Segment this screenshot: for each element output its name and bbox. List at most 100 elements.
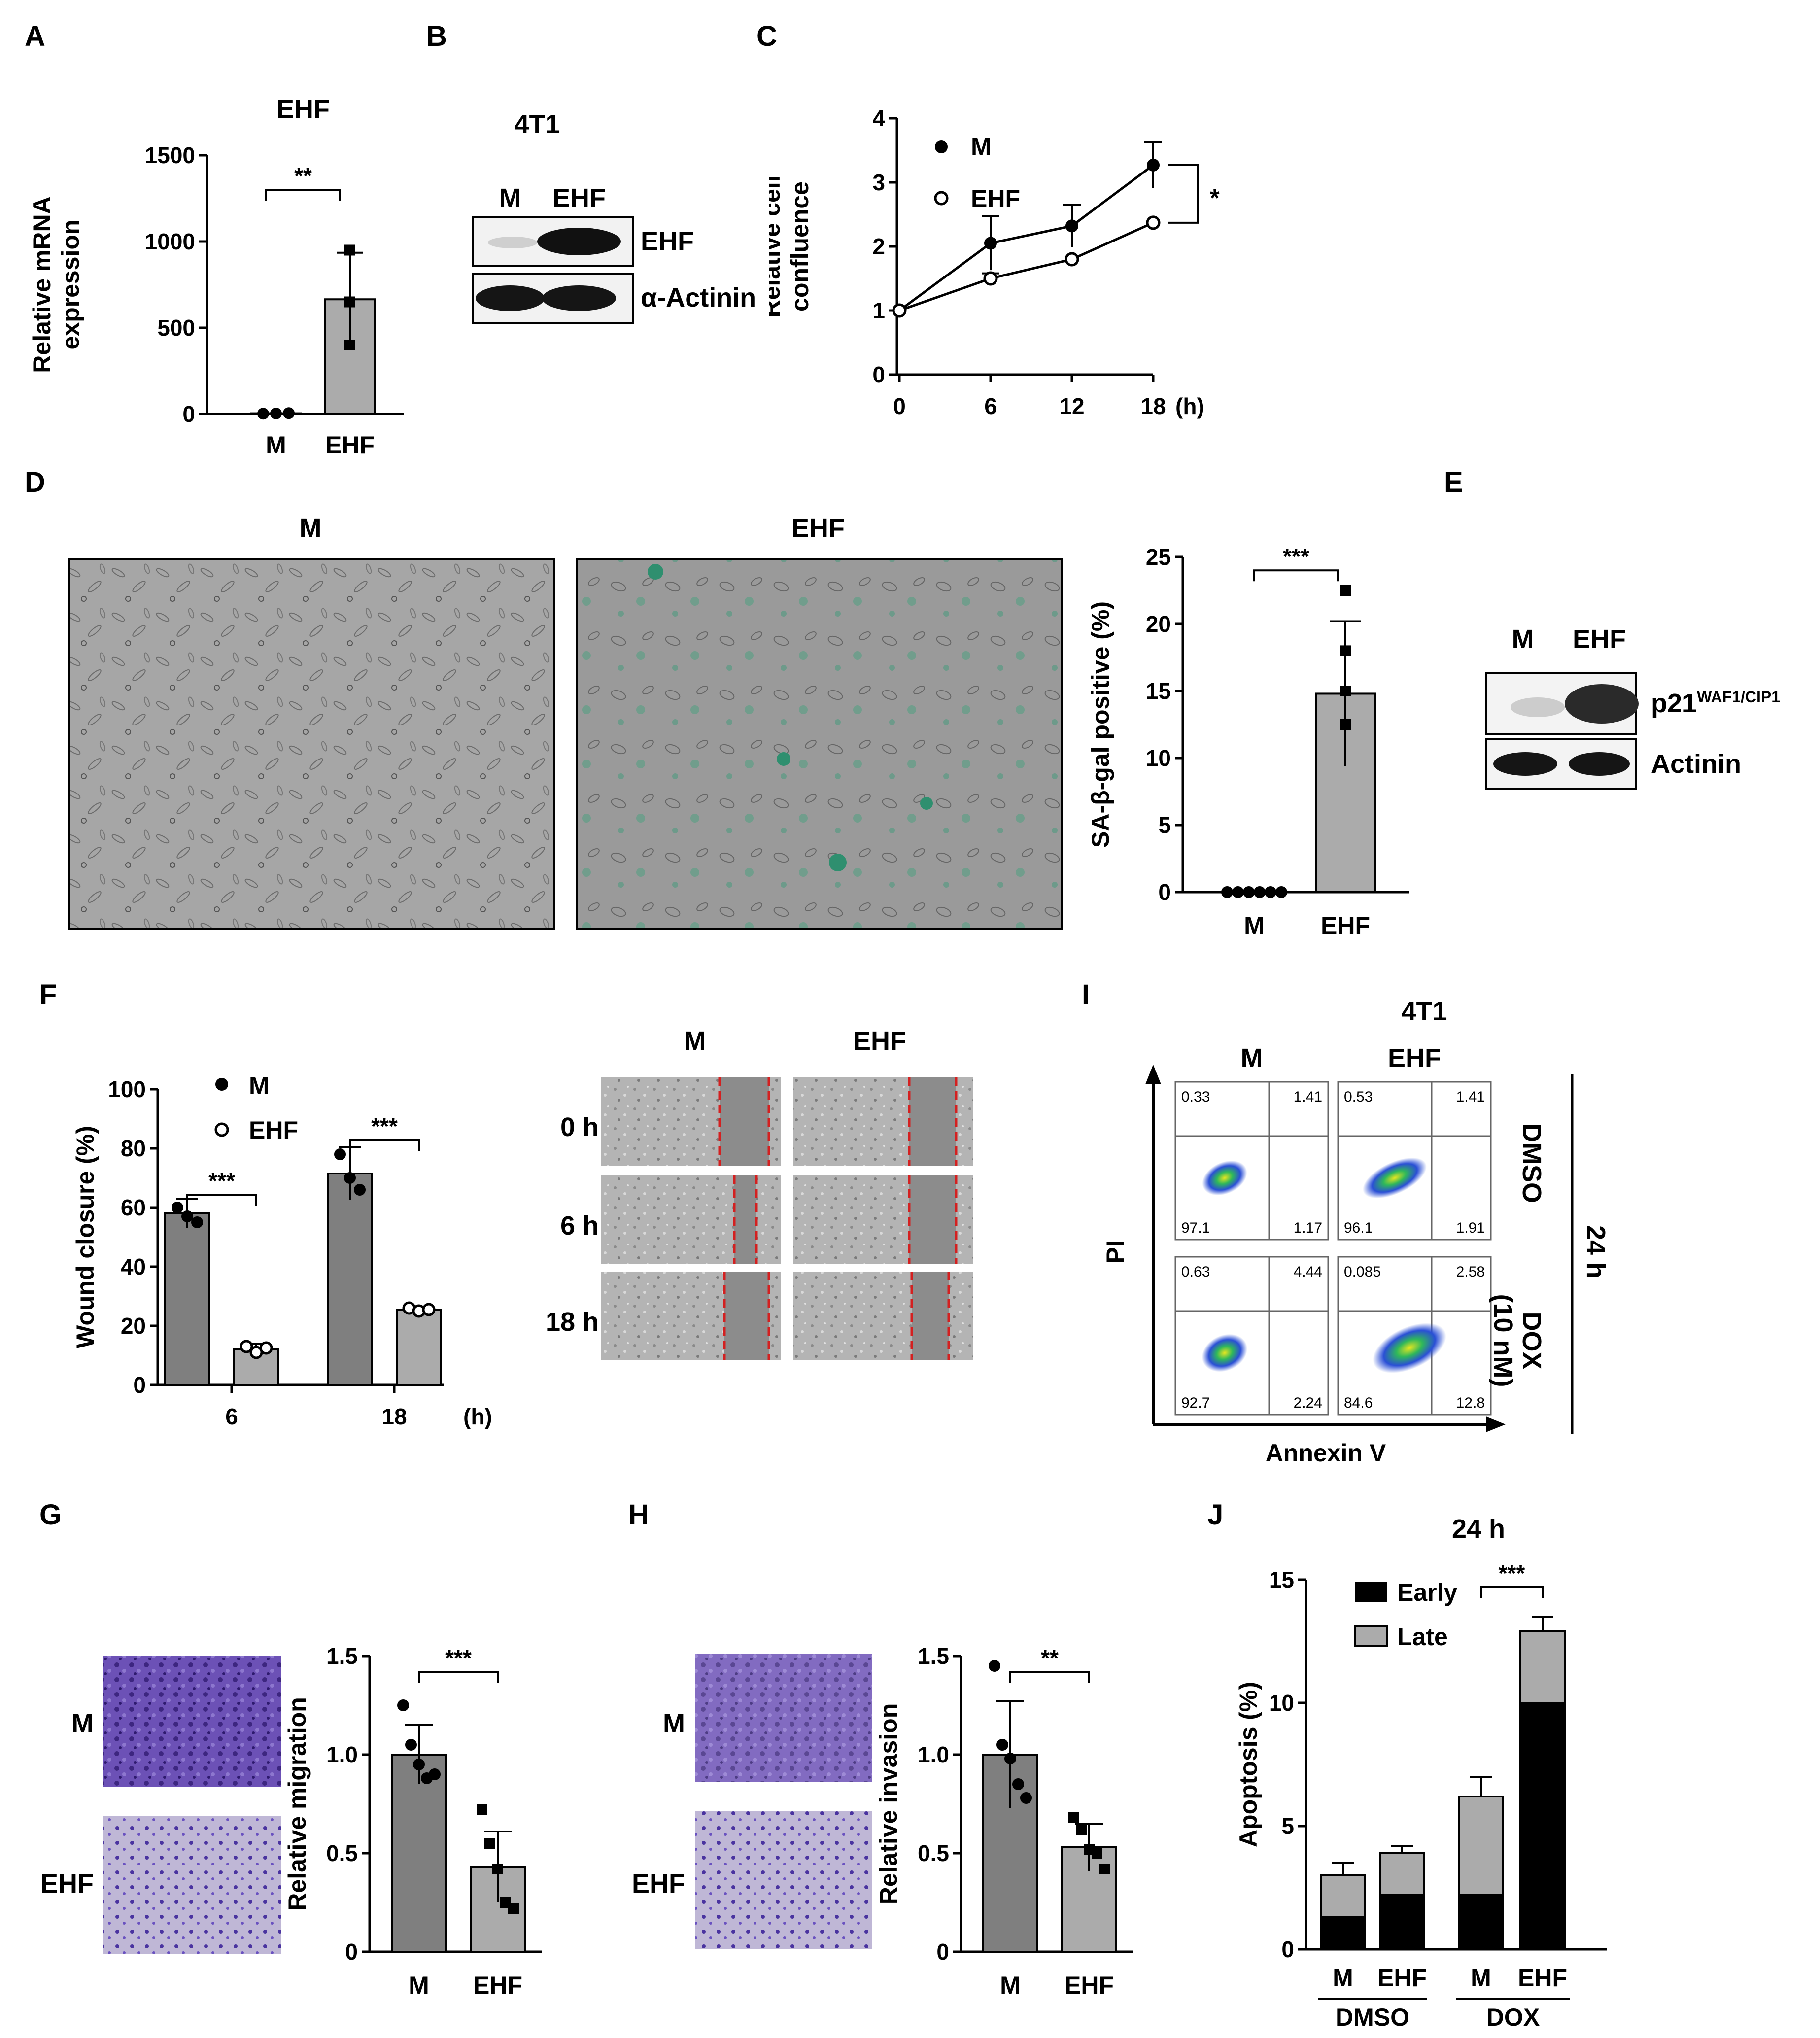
y-tick-label: 60	[121, 1195, 146, 1220]
data-point	[984, 237, 997, 250]
y-tick-label: 0	[872, 362, 885, 387]
y-tick-label: 1.0	[918, 1742, 949, 1767]
flow-col-ehf: EHF	[1388, 1043, 1441, 1073]
wound-col-ehf: EHF	[853, 1026, 906, 1056]
quadrant-ul: 0.33	[1181, 1089, 1210, 1105]
data-point	[283, 407, 295, 419]
quadrant-ur: 1.41	[1294, 1089, 1322, 1105]
western-blot-B: 4T1 M EHF EHF α-Actinin	[472, 109, 756, 324]
bar-segment	[1320, 1874, 1366, 1918]
x-unit-label: (h)	[463, 1404, 492, 1429]
quadrant-lr: 1.17	[1294, 1220, 1322, 1236]
quadrant-lr: 12.8	[1456, 1395, 1485, 1411]
stained-cell	[829, 854, 847, 871]
bar	[164, 1212, 210, 1386]
y-tick-label: 1.0	[326, 1742, 358, 1767]
lane-label-ehf: EHF	[552, 183, 606, 213]
significance-label: ***	[208, 1168, 235, 1194]
significance-label: ***	[1499, 1560, 1525, 1586]
flow-row-dox: DOX(10 nM)	[1488, 1294, 1546, 1387]
panel-label-J: J	[1207, 1499, 1224, 1531]
x-tick-label: 6	[225, 1404, 238, 1429]
quadrant-ur: 2.58	[1456, 1264, 1485, 1280]
series-line	[898, 164, 1154, 312]
data-point	[405, 1739, 417, 1751]
micro-title-ehf: EHF	[791, 518, 845, 543]
blot-row-label-p21: p21WAF1/CIP1	[1651, 688, 1780, 718]
quadrant-ur: 4.44	[1294, 1264, 1322, 1280]
bar-segment	[1379, 1852, 1425, 1896]
wound-gap	[724, 1272, 769, 1360]
data-point	[1232, 886, 1244, 898]
data-point	[1340, 645, 1351, 656]
quadrant-ur: 1.41	[1456, 1089, 1485, 1105]
y-tick-label: 80	[121, 1136, 146, 1161]
flow-xlabel: Annexin V	[1266, 1439, 1386, 1467]
wound-gap	[720, 1077, 769, 1166]
legend-marker	[215, 1078, 228, 1091]
stained-cell	[920, 797, 933, 810]
flow-plot-frame	[1174, 1256, 1329, 1416]
flow-time-label: 24 h	[1581, 1225, 1611, 1278]
transwell-image-m	[695, 1654, 872, 1782]
significance-bracket	[1168, 164, 1199, 224]
blot-band	[1511, 697, 1565, 717]
legend-label: M	[249, 1072, 270, 1100]
stained-cell	[648, 564, 663, 580]
y-tick-label: 0	[182, 401, 195, 427]
blot-row-label: Actinin	[1651, 749, 1741, 779]
significance-bracket	[1480, 1586, 1544, 1598]
wound-gap	[912, 1272, 949, 1360]
panel-label-E: E	[1444, 466, 1463, 498]
significance-bracket	[1253, 569, 1339, 582]
y-tick-label: 25	[1146, 544, 1171, 570]
chart-H: 0 0.5 1.0 1.5 Relative invasion M EHF **	[877, 1643, 1133, 1999]
significance-bracket	[349, 1139, 420, 1151]
x-tick-label: M	[1333, 1964, 1353, 1992]
flow-title: 4T1	[1401, 997, 1447, 1026]
x-tick-label: 0	[893, 393, 906, 419]
transwell-row-ehf: EHF	[40, 1869, 94, 1899]
quadrant-lr: 1.91	[1456, 1220, 1485, 1236]
legend-marker	[214, 1122, 229, 1137]
blot-band	[488, 237, 537, 248]
blot-band	[1565, 684, 1639, 724]
chart-F: 0 20 40 60 80 100 Wound closure (%) 6 *** 18 *** (h…	[71, 1072, 492, 1429]
wound-col-m: M	[684, 1026, 706, 1056]
data-point	[354, 1184, 366, 1196]
x-tick-label: M	[266, 431, 286, 459]
quadrant-ul: 0.085	[1344, 1264, 1381, 1280]
x-tick-label: EHF	[473, 1971, 522, 1999]
western-blot-E: M EHF p21WAF1/CIP1 Actinin	[1485, 624, 1780, 790]
bar	[233, 1348, 279, 1386]
bar	[327, 1173, 373, 1386]
data-point	[397, 1699, 409, 1711]
data-point	[1065, 219, 1078, 233]
chart-A: EHF 0 500 1000 1500 Relative mRNAexpression M E…	[28, 95, 404, 459]
x-tick-label: 6	[984, 393, 997, 419]
blot-band	[537, 228, 621, 255]
data-point	[1221, 886, 1233, 898]
quadrant-lr: 2.24	[1294, 1395, 1322, 1411]
significance-bracket	[418, 1671, 499, 1683]
data-point	[1340, 585, 1351, 596]
x-tick-label: EHF	[1321, 912, 1370, 939]
data-point	[344, 244, 355, 256]
panel-label-A: A	[25, 20, 45, 52]
legend-label: EHF	[249, 1116, 298, 1144]
wound-row-6h: 6 h	[560, 1211, 599, 1241]
panel-label-H: H	[628, 1499, 649, 1531]
y-tick-label: 2	[872, 234, 885, 259]
y-tick-label: 0	[1158, 879, 1171, 905]
transwell-row-ehf: EHF	[632, 1869, 685, 1899]
x-unit-label: (h)	[1175, 393, 1204, 419]
data-point	[1020, 1792, 1032, 1804]
significance-bracket	[1009, 1671, 1090, 1683]
wound-images-F: M EHF 0 h 6 h 18 h	[546, 1026, 973, 1360]
data-point	[344, 1172, 356, 1184]
y-tick-label: 10	[1269, 1690, 1294, 1716]
data-point	[257, 408, 269, 420]
y-tick-label: 0	[1281, 1936, 1294, 1962]
flow-ylabel: PI	[1101, 1240, 1129, 1263]
arrow-right-icon	[1486, 1416, 1506, 1432]
